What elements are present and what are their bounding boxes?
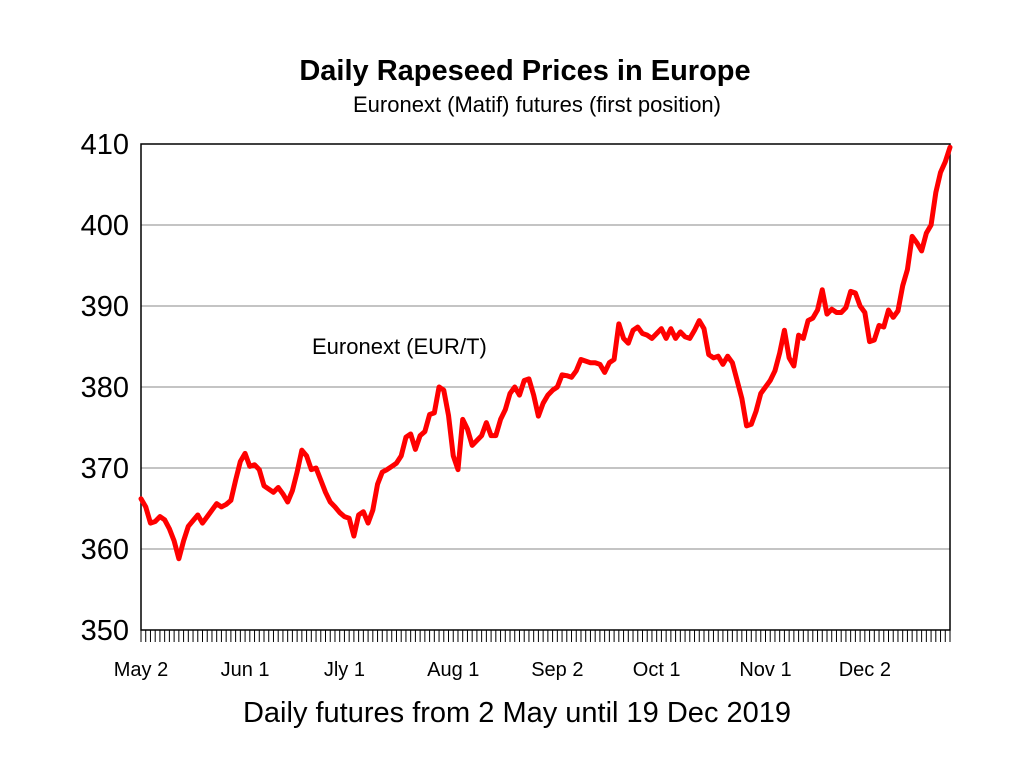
gridlines [141,224,950,550]
x-tick-label: Sep 2 [531,659,583,681]
series-annotation: Euronext (EUR/T) [312,334,487,359]
series-line-euronext [138,144,953,562]
x-tick-label: Oct 1 [633,659,681,681]
chart-subtitle: Euronext (Matif) futures (first position… [353,92,721,117]
x-tick-label: Aug 1 [427,659,479,681]
x-axis-minor-ticks [140,630,951,642]
chart-title: Daily Rapeseed Prices in Europe [299,55,750,87]
x-tick-label: Nov 1 [739,659,791,681]
x-tick-label: Jly 1 [324,659,365,681]
x-axis-label: Daily futures from 2 May until 19 Dec 20… [243,697,791,729]
y-tick-label: 390 [81,291,129,323]
y-tick-label: 360 [81,534,129,566]
x-tick-label: May 2 [114,659,168,681]
y-tick-label: 410 [81,129,129,161]
y-tick-label: 380 [81,372,129,404]
x-tick-label: Jun 1 [221,659,270,681]
y-axis-ticks: 350 360 370 380 390 400 410 [81,129,129,647]
y-tick-label: 350 [81,615,129,647]
x-tick-label: Dec 2 [839,659,891,681]
y-tick-label: 370 [81,453,129,485]
plot-area-border [140,143,951,631]
y-tick-label: 400 [81,210,129,242]
x-axis-tick-labels: May 2 Jun 1 Jly 1 Aug 1 Sep 2 Oct 1 Nov 1 Dec 2 [114,659,891,681]
